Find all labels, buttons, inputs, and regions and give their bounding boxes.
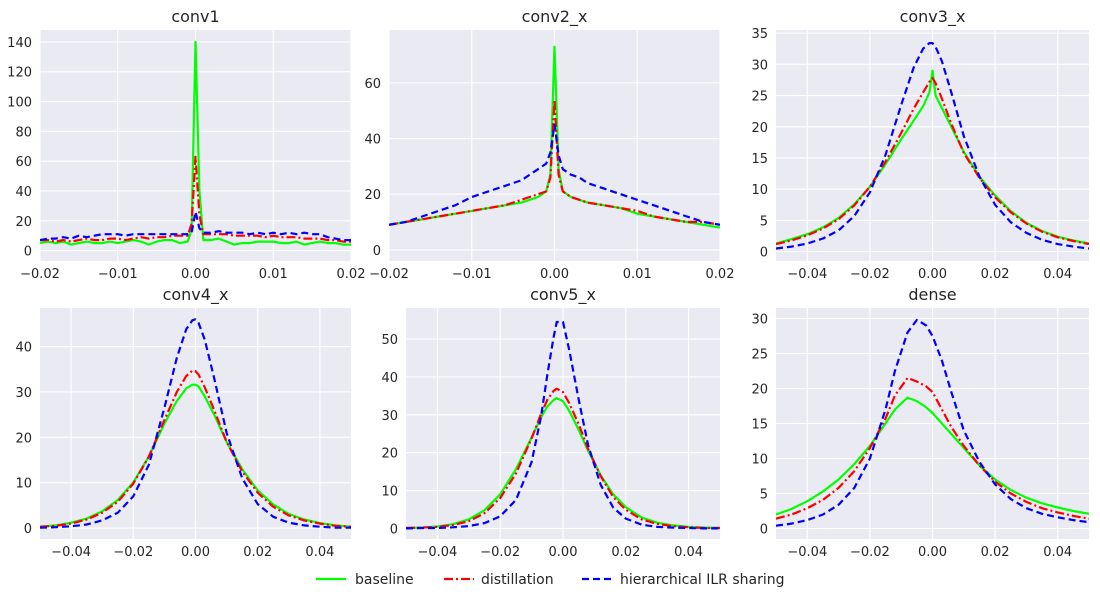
series-line-distillation	[389, 98, 720, 226]
y-tick-label: 5	[760, 214, 768, 229]
x-tick-label: 0.04	[305, 545, 334, 560]
y-tick-label: 0	[760, 246, 768, 261]
x-tick-label: 0.02	[706, 267, 735, 282]
series-line-hierarchical-ilr-sharing	[40, 318, 351, 529]
x-tick-label: −0.02	[20, 267, 60, 282]
panel-title: conv2_x	[522, 7, 588, 27]
legend-label-distillation: distillation	[481, 572, 554, 588]
series-line-hierarchical-ilr-sharing	[776, 41, 1089, 250]
x-tick-label: −0.04	[51, 545, 91, 560]
x-tick-label: 0.02	[981, 545, 1010, 560]
panel-title: conv5_x	[530, 285, 596, 305]
legend-label-hierarchical-ilr-sharing: hierarchical ILR sharing	[620, 572, 785, 588]
y-tick-label: 20	[751, 383, 768, 398]
x-tick-label: 0.00	[540, 267, 569, 282]
y-tick-label: 40	[364, 133, 381, 148]
panel-title: conv3_x	[900, 7, 966, 27]
x-tick-label: −0.02	[850, 267, 890, 282]
x-tick-label: −0.01	[452, 267, 492, 282]
series-line-distillation	[40, 369, 351, 528]
x-tick-label: 0.02	[243, 545, 272, 560]
x-tick-label: −0.02	[113, 545, 153, 560]
y-tick-label: 20	[751, 121, 768, 136]
x-tick-label: 0.00	[918, 267, 947, 282]
y-tick-label: 15	[751, 152, 768, 167]
series-line-hierarchical-ilr-sharing	[389, 123, 720, 226]
series-line-baseline	[776, 396, 1089, 516]
series-line-hierarchical-ilr-sharing	[776, 318, 1089, 527]
y-tick-label: 0	[24, 245, 32, 260]
series-line-baseline	[406, 397, 720, 530]
y-tick-label: 30	[15, 386, 32, 401]
y-tick-label: 80	[15, 125, 32, 140]
x-tick-label: 0.00	[549, 545, 578, 560]
y-tick-label: 20	[15, 215, 32, 230]
x-tick-label: 0.00	[181, 267, 210, 282]
y-tick-label: 40	[15, 341, 32, 356]
series-line-hierarchical-ilr-sharing	[40, 210, 351, 242]
y-tick-label: 10	[751, 453, 768, 468]
x-tick-label: 0.04	[1043, 267, 1072, 282]
y-tick-label: 30	[751, 58, 768, 73]
x-tick-label: 0.00	[181, 545, 210, 560]
x-tick-label: −0.02	[369, 267, 409, 282]
panel-conv2-x: −0.02 −0.01 0.00 0.01 0.02 0 20 40 60 conv2_x	[364, 7, 734, 282]
x-tick-label: −0.01	[98, 267, 138, 282]
y-tick-label: 140	[7, 36, 32, 51]
legend-label-baseline: baseline	[355, 572, 414, 588]
y-tick-label: 40	[15, 185, 32, 200]
legend: baseline distillation hierarchical ILR s…	[316, 572, 785, 588]
series-line-baseline	[40, 383, 351, 528]
series-line-distillation	[776, 76, 1089, 246]
panel-conv5-x: −0.04 −0.02 0.00 0.02 0.04 0 10 20 30 40 50 conv5_x	[381, 285, 720, 560]
x-tick-label: −0.04	[787, 545, 827, 560]
series-line-baseline	[40, 40, 351, 246]
x-tick-label: 0.00	[918, 545, 947, 560]
panel-conv1: −0.02 −0.01 0.00 0.01 0.02 0 20 40 60 80 100 120 140…	[7, 7, 365, 282]
x-tick-label: −0.04	[417, 545, 457, 560]
y-tick-label: 100	[7, 96, 32, 111]
y-tick-label: 5	[760, 488, 768, 503]
y-tick-label: 30	[751, 313, 768, 328]
panel-title: dense	[908, 285, 956, 304]
panel-title: conv4_x	[163, 285, 229, 305]
x-tick-label: 0.02	[981, 267, 1010, 282]
y-tick-label: 50	[381, 333, 398, 348]
x-tick-label: −0.02	[850, 545, 890, 560]
y-tick-label: 35	[751, 27, 768, 42]
y-tick-label: 25	[751, 90, 768, 105]
x-tick-label: 0.04	[1043, 545, 1072, 560]
x-tick-label: 0.01	[259, 267, 288, 282]
x-tick-label: −0.04	[787, 267, 827, 282]
panel-conv4-x: −0.04 −0.02 0.00 0.02 0.04 0 10 20 30 40 conv4_x	[15, 285, 351, 560]
y-tick-label: 40	[381, 371, 398, 386]
x-tick-label: −0.02	[480, 545, 520, 560]
y-tick-label: 25	[751, 348, 768, 363]
y-tick-label: 10	[15, 477, 32, 492]
y-tick-label: 60	[15, 155, 32, 170]
y-tick-label: 10	[381, 485, 398, 500]
panel-dense: −0.04 −0.02 0.00 0.02 0.04 0 5 10 15 20 25 30 dense	[751, 285, 1089, 560]
y-tick-label: 0	[373, 244, 381, 259]
y-tick-label: 15	[751, 418, 768, 433]
y-tick-label: 20	[364, 188, 381, 203]
panel-title: conv1	[171, 7, 219, 26]
series-line-distillation	[40, 155, 351, 243]
y-tick-label: 120	[7, 66, 32, 81]
x-tick-label: 0.02	[611, 545, 640, 560]
y-tick-label: 0	[390, 522, 398, 537]
y-tick-label: 20	[381, 447, 398, 462]
x-tick-label: 0.02	[337, 267, 366, 282]
panel-conv3-x: −0.04 −0.02 0.00 0.02 0.04 0 5 10 15 20 25 30 35 conv…	[751, 7, 1089, 282]
y-tick-label: 20	[15, 431, 32, 446]
x-tick-label: 0.04	[674, 545, 703, 560]
y-tick-label: 0	[24, 522, 32, 537]
x-tick-label: 0.01	[623, 267, 652, 282]
y-tick-label: 30	[381, 409, 398, 424]
y-tick-label: 10	[751, 183, 768, 198]
y-tick-label: 60	[364, 77, 381, 92]
y-tick-label: 0	[760, 523, 768, 538]
series-line-distillation	[776, 376, 1089, 520]
